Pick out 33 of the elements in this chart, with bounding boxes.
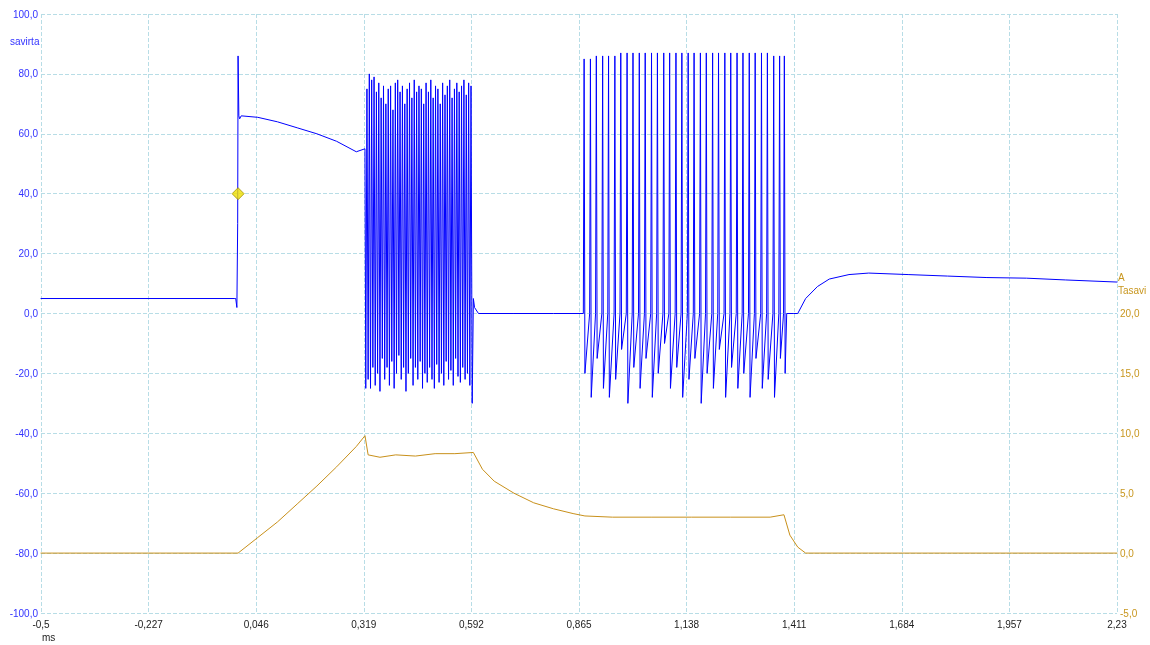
y-tick-label: -60,0: [15, 487, 39, 499]
y2-tick-label: 5,0: [1120, 487, 1135, 499]
line-series: [40, 435, 1118, 554]
y2-tick-label: 0,0: [1120, 547, 1135, 559]
x-tick-label: -0,5: [32, 618, 51, 630]
line-series: [40, 52, 1118, 404]
x-tick-label: 0,592: [458, 618, 485, 630]
x-tick-label: -0,227: [134, 618, 164, 630]
y-tick-label: 80,0: [18, 68, 39, 80]
x-tick-label: 1,138: [674, 618, 700, 630]
x-tick-label: 2,23: [1107, 618, 1128, 630]
y-axis-title: savirta: [10, 35, 40, 47]
y-tick-label: -80,0: [15, 547, 39, 559]
y-tick-label: 60,0: [18, 128, 39, 140]
y-tick-label: 100,0: [12, 8, 39, 20]
x-tick-label: 1,684: [889, 618, 915, 630]
y-tick-label: 20,0: [18, 248, 39, 260]
y2-tick-label: 15,0: [1120, 367, 1140, 379]
y-tick-label: -40,0: [15, 427, 39, 439]
x-tick-label: 0,865: [566, 618, 592, 630]
x-tick-label: 1,957: [996, 618, 1023, 630]
x-tick-label: 1,411: [782, 618, 807, 630]
y-tick-label: 40,0: [18, 188, 39, 200]
y-tick-label: -100,0: [9, 607, 39, 619]
x-tick-label: 0,319: [351, 618, 377, 630]
y2-tick-label: 10,0: [1120, 427, 1140, 439]
y-tick-label: 0,0: [24, 308, 39, 319]
y-tick-label: -20,0: [15, 367, 39, 379]
x-tick-label: 0,046: [243, 618, 270, 630]
x-axis-title: ms: [42, 631, 56, 643]
y2-axis-title: A Tasavi: [1118, 271, 1147, 296]
y2-tick-label: -5,0: [1120, 607, 1138, 619]
y2-tick-label: 20,0: [1120, 308, 1140, 319]
